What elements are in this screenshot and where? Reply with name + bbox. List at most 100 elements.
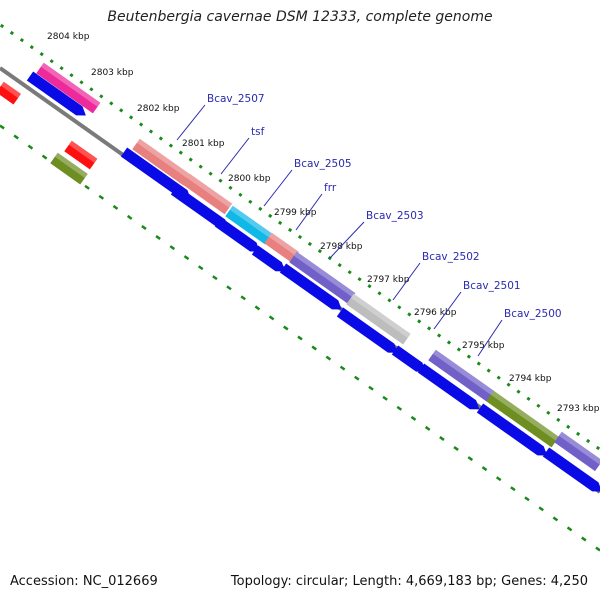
cds-arrow xyxy=(417,363,480,410)
kbp-labels: 2804 kbp 2803 kbp 2802 kbp 2801 kbp 2800 kbp… xyxy=(47,32,600,414)
ruler-dot xyxy=(307,241,312,247)
ruler-dot xyxy=(0,124,5,130)
gene-label: Bcav_2502 xyxy=(422,251,480,263)
ruler-dot xyxy=(297,234,303,240)
gene-label: Bcav_2501 xyxy=(463,280,521,292)
ruler-dot xyxy=(396,405,403,411)
ruler-dot xyxy=(109,101,114,106)
cds-arrow xyxy=(26,71,86,116)
ruler-dot xyxy=(368,385,374,391)
ruler-dot xyxy=(178,150,183,155)
cds-arrow xyxy=(214,217,260,252)
kbp-label: 2802 kbp xyxy=(137,104,180,114)
ruler-dot xyxy=(158,136,163,141)
ruler-dot xyxy=(453,446,459,451)
cds-arrow xyxy=(336,307,398,353)
ruler-dot xyxy=(536,403,541,408)
ruler-dot xyxy=(556,417,561,422)
gene-label: tsf xyxy=(251,126,265,138)
gene-feature xyxy=(64,140,98,170)
ruler-dot xyxy=(283,325,289,331)
gene-label: Bcav_2503 xyxy=(366,210,424,222)
ruler-dot xyxy=(212,275,218,281)
ruler-dot xyxy=(354,375,360,381)
cds-arrow xyxy=(120,147,191,200)
gene-feature xyxy=(0,81,21,105)
cds-arrow xyxy=(391,345,426,372)
ruler-dot xyxy=(141,225,147,230)
ruler-dot xyxy=(446,340,452,345)
ruler-dot xyxy=(254,305,261,311)
ruler-dot xyxy=(417,319,422,324)
kbp-label: 2799 kbp xyxy=(274,208,317,218)
kbp-label: 2804 kbp xyxy=(47,32,90,42)
ruler-dot xyxy=(552,516,559,522)
ruler-dot xyxy=(69,73,74,78)
ruler-dot xyxy=(510,486,516,492)
ruler-dot xyxy=(476,361,481,366)
ruler-dot xyxy=(424,425,431,431)
kbp-label: 2794 kbp xyxy=(509,374,552,384)
leader-line xyxy=(295,193,323,231)
leader-line xyxy=(433,291,462,330)
accession-label: Accession: NC_012669 xyxy=(10,574,158,589)
leader-line xyxy=(329,221,365,259)
ruler-dot xyxy=(169,245,176,251)
kbp-label: 2797 kbp xyxy=(367,275,410,285)
ruler-dot xyxy=(467,456,474,462)
ruler-dot xyxy=(496,375,501,380)
ruler-dot xyxy=(325,355,332,361)
outer-ruler-dots xyxy=(0,23,600,451)
leader-line xyxy=(220,137,250,175)
ruler-dot xyxy=(495,476,502,482)
inner-ruler-dots xyxy=(0,124,600,552)
gene-feature xyxy=(428,349,495,402)
ruler-dot xyxy=(581,536,587,542)
ruler-dot xyxy=(155,235,161,240)
ruler-dot xyxy=(524,496,530,502)
ruler-dot xyxy=(49,59,54,64)
gene-feature xyxy=(346,293,411,345)
cds-track xyxy=(26,71,600,492)
ruler-dot xyxy=(27,144,34,150)
topology-label: Topology: circular; Length: 4,669,183 bp… xyxy=(230,574,588,589)
gene-feature xyxy=(50,152,88,185)
cds-arrow xyxy=(251,245,286,272)
kbp-label: 2800 kbp xyxy=(228,174,271,184)
ruler-dot xyxy=(41,154,48,160)
ruler-dot xyxy=(427,326,432,331)
ruler-dot xyxy=(566,526,573,532)
ruler-dot xyxy=(410,415,417,421)
ruler-dot xyxy=(99,94,104,99)
cds-arrow xyxy=(279,263,342,310)
gene-label: Bcav_2507 xyxy=(207,93,265,105)
gene-feature xyxy=(225,205,273,245)
ruler-dot xyxy=(238,192,243,197)
ruler-dot xyxy=(538,506,544,512)
ruler-dot xyxy=(148,129,154,134)
ruler-dot xyxy=(311,345,317,351)
ruler-dot xyxy=(13,134,19,140)
cds-arrow xyxy=(170,185,229,229)
ruler-dot xyxy=(89,87,94,92)
ruler-dot xyxy=(317,249,322,254)
gene-feature xyxy=(289,251,356,304)
ruler-dot xyxy=(258,206,263,211)
ruler-dot xyxy=(526,396,531,401)
ruler-dot xyxy=(197,265,204,271)
ruler-dot xyxy=(112,204,119,210)
kbp-label: 2795 kbp xyxy=(462,341,505,351)
gene-label: Bcav_2505 xyxy=(294,158,352,170)
ruler-dot xyxy=(59,66,64,71)
leader-line xyxy=(477,319,503,357)
ruler-dot xyxy=(119,108,124,113)
ruler-dot xyxy=(297,335,303,341)
leader-line xyxy=(392,262,421,301)
gene-feature xyxy=(182,173,233,215)
ruler-dot xyxy=(377,291,382,296)
gene-feature xyxy=(132,138,191,186)
gene-feature xyxy=(264,232,299,263)
ruler-dot xyxy=(387,298,392,303)
gene-label: Bcav_2500 xyxy=(504,308,562,320)
